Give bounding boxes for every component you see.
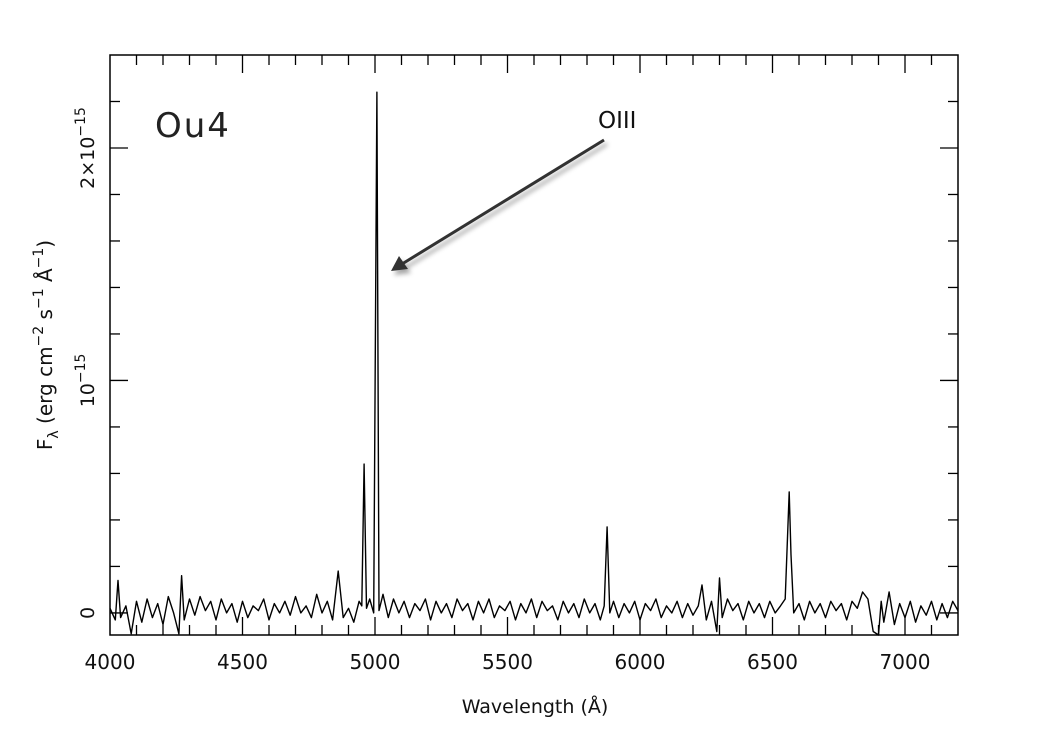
oiii-label: OIII xyxy=(598,108,636,134)
x-tick-label: 7000 xyxy=(880,650,931,674)
y-tick-label: 10−15 xyxy=(73,354,99,408)
x-tick-label: 4500 xyxy=(217,650,268,674)
spectrum-line xyxy=(109,91,959,636)
oiii-arrow xyxy=(391,138,605,271)
y-tick-label: 0 xyxy=(77,607,99,619)
object-label: Ou4 xyxy=(155,106,231,146)
x-tick-label: 5000 xyxy=(350,650,401,674)
y-tick-labels: 0 10−15 2×10−15 xyxy=(73,107,99,619)
x-tick-label: 6000 xyxy=(615,650,666,674)
x-tick-label: 4000 xyxy=(85,650,136,674)
y-axis-title: Fλ (erg cm−2 s−1 Å−1) xyxy=(31,240,62,450)
x-tick-labels: 4000 4500 5000 5500 6000 6500 7000 xyxy=(85,650,931,674)
plot-frame xyxy=(109,54,959,636)
x-axis-title: Wavelength (Å) xyxy=(462,695,609,718)
x-tick-label: 5500 xyxy=(482,650,533,674)
axis-ticks xyxy=(110,55,958,635)
y-tick-label: 2×10−15 xyxy=(73,107,99,189)
x-tick-label: 6500 xyxy=(747,650,798,674)
